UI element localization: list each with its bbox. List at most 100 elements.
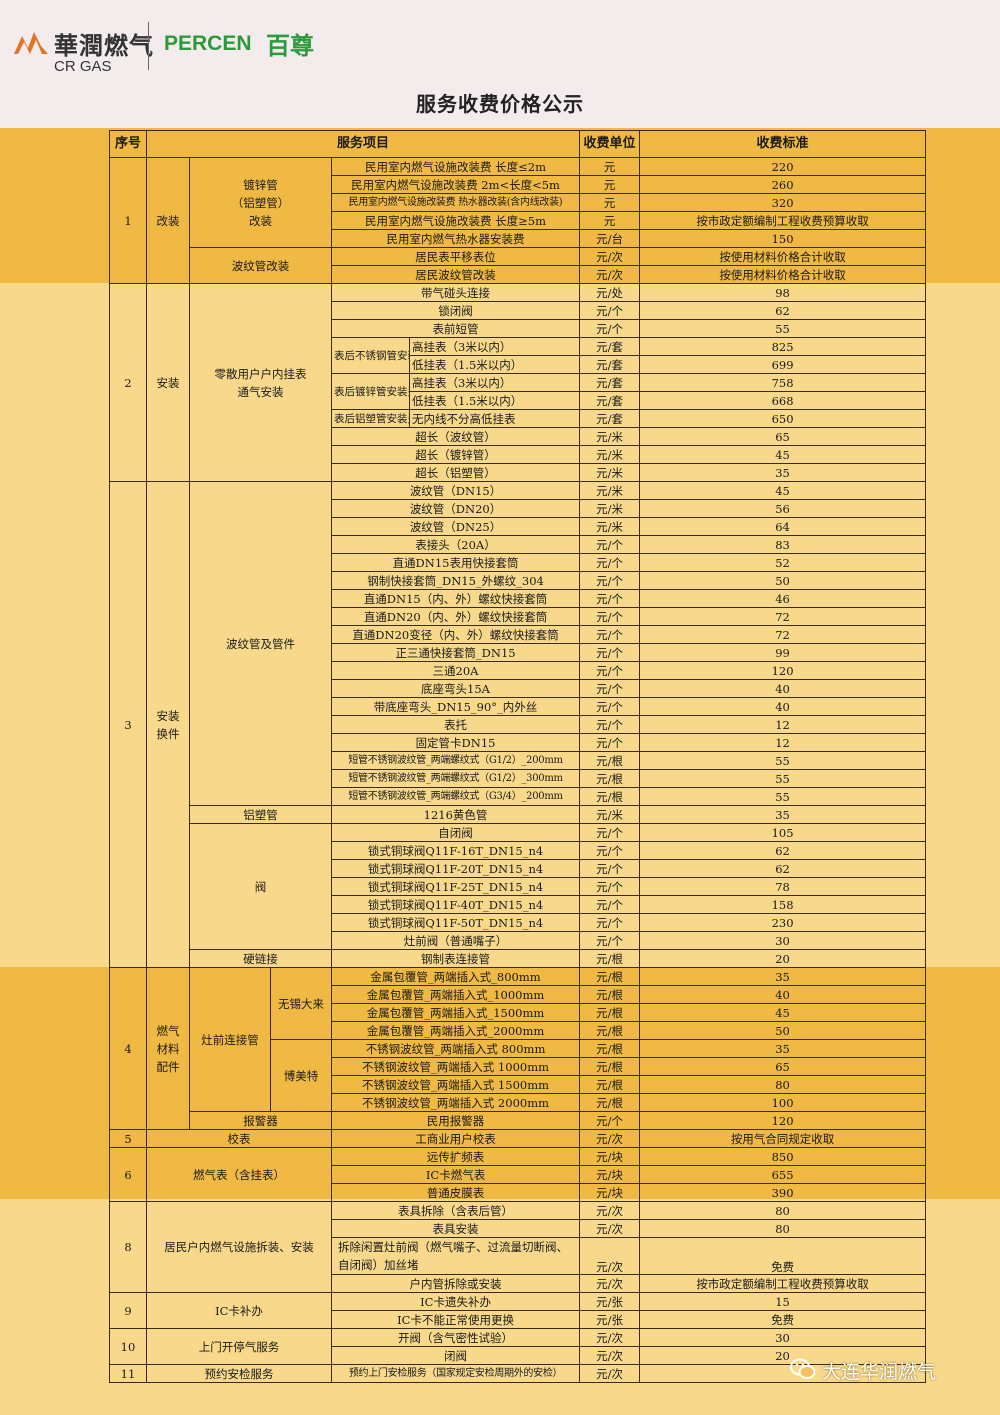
table-row: 硬链接 钢制表连接管 元/根 20	[110, 949, 927, 968]
unit-cell: 元/次	[579, 1201, 641, 1220]
item-cell: 表具拆除（含表后管）	[330, 1201, 581, 1220]
brand-cell: 无锡大来	[270, 967, 332, 1040]
unit-cell: 元/次	[579, 247, 641, 266]
price-cell: 按市政定额编制工程收费预算收取	[639, 1274, 927, 1293]
table-row: 民用室内燃气设施改装费 2m<长度<5m 元 260	[110, 175, 927, 194]
item-cell: 工商业用户校表	[330, 1129, 581, 1148]
item-cell: 正三通快接套筒_DN15	[330, 643, 581, 662]
price-cell: 35	[639, 463, 927, 482]
unit-cell: 元/个	[579, 931, 641, 950]
price-cell: 120	[639, 1111, 927, 1130]
category-cell: 预约安检服务	[146, 1364, 332, 1383]
item-cell: 居民表平移表位	[330, 247, 581, 266]
header-standard: 收费标准	[639, 130, 927, 158]
table-row: 报警器 民用报警器 元/个 120	[110, 1111, 927, 1130]
unit-cell: 元/块	[579, 1183, 641, 1202]
unit-cell: 元/处	[579, 283, 641, 302]
price-cell: 45	[639, 481, 927, 500]
unit-cell: 元/个	[579, 625, 641, 644]
table-row: 3 安装 换件 波纹管及管件 波纹管（DN15） 元/米 45	[109, 481, 927, 968]
price-cell: 850	[639, 1147, 927, 1166]
item-cell: 民用室内燃气设施改装费 长度≤2m	[330, 157, 581, 176]
unit-cell: 元/次	[579, 1274, 641, 1293]
price-cell: 150	[639, 229, 927, 248]
category-cell: 改装	[146, 157, 190, 284]
item-cell: 表接头（20A）	[330, 535, 581, 554]
unit-cell: 元	[579, 157, 641, 176]
item-cell: 民用室内燃气热水器安装费	[330, 229, 581, 248]
table-row: 表托 元/个 12	[110, 715, 927, 734]
price-cell: 65	[639, 1057, 927, 1076]
table-row: 表后镀锌管安装费 高挂表（3米以内） 元/套 758	[110, 373, 927, 410]
item-cell: 开阀（含气密性试验）	[330, 1328, 581, 1347]
table-row: 1 改装 镀锌管 （铝塑管） 改装 民用室内燃气设施改装费 长度≤2m 元 22…	[109, 157, 927, 284]
seq-cell: 11	[109, 1364, 147, 1383]
subcategory-cell: 镀锌管 （铝塑管） 改装	[189, 157, 332, 248]
unit-cell: 元/根	[579, 949, 641, 968]
table-row: 2 安装 零散用户户内挂表 通气安装 带气碰头连接 元/处 98	[109, 283, 927, 482]
unit-cell: 元/个	[579, 733, 641, 752]
item-cell: 超长（镀锌管）	[330, 445, 581, 464]
price-cell: 260	[639, 175, 927, 194]
item-cell: 短管不锈钢波纹管_两端螺纹式（G1/2）_300mm	[330, 769, 581, 788]
price-cell: 46	[639, 589, 927, 608]
unit-cell: 元/根	[579, 985, 641, 1004]
price-cell: 35	[639, 805, 927, 824]
table-row: 锁式铜球阀Q11F-25T_DN15_n4 元/个 78	[110, 877, 927, 896]
unit-cell: 元/套	[579, 355, 641, 374]
price-cell: 45	[639, 445, 927, 464]
company-logo: 華潤燃气 CR GAS PERCEN 百尊	[14, 22, 314, 82]
item-cell: 不锈钢波纹管_两端插入式 1000mm	[330, 1057, 581, 1076]
price-cell	[639, 1364, 927, 1383]
price-cell: 699	[639, 355, 927, 374]
item-cell: 低挂表（1.5米以内）	[408, 355, 581, 374]
price-cell: 55	[639, 787, 927, 806]
item-cell: 表前短管	[330, 319, 581, 338]
subcategory-cell: 铝塑管	[189, 805, 332, 824]
table-row: 带底座弯头_DN15_90°_内外丝 元/个 40	[110, 697, 927, 716]
price-cell: 按使用材料价格合计收取	[639, 265, 927, 284]
seq-cell: 6	[109, 1147, 147, 1202]
table-row: 普通皮膜表 元/块 390	[110, 1183, 927, 1202]
unit-cell: 元/个	[579, 643, 641, 662]
table-row: 5 校表 工商业用户校表 元/次 按用气合同规定收取	[109, 1129, 927, 1148]
item-cell: 金属包覆管_两端插入式_1000mm	[330, 985, 581, 1004]
item-cell: 带底座弯头_DN15_90°_内外丝	[330, 697, 581, 716]
install-type-cell: 表后不锈钢管安装费	[331, 337, 410, 374]
unit-cell: 元	[579, 211, 641, 230]
item-cell: 锁式铜球阀Q11F-25T_DN15_n4	[330, 877, 581, 896]
subcategory-cell: 硬链接	[189, 949, 332, 968]
unit-cell: 元/根	[579, 1039, 641, 1058]
item-cell: 锁式铜球阀Q11F-50T_DN15_n4	[330, 913, 581, 932]
unit-cell: 元/个	[579, 913, 641, 932]
price-cell: 825	[639, 337, 927, 356]
item-cell: 钢制表连接管	[330, 949, 581, 968]
unit-cell: 元	[579, 193, 641, 212]
unit-cell: 元/个	[579, 607, 641, 626]
price-cell: 40	[639, 679, 927, 698]
price-cell: 120	[639, 661, 927, 680]
unit-cell: 元/台	[579, 229, 641, 248]
item-cell: 民用室内燃气设施改装费 热水器改装(含内线改装)	[330, 193, 581, 212]
unit-cell: 元/次	[579, 1219, 641, 1238]
item-cell: 钢制快接套筒_DN15_外螺纹_304	[330, 571, 581, 590]
fee-table: 序号 服务项目 收费单位 收费标准 1 改装 镀锌管 （铝塑管） 改装 民用室内…	[109, 130, 927, 1383]
page-title: 服务收费价格公示	[416, 92, 584, 116]
item-cell: 民用报警器	[330, 1111, 581, 1130]
price-cell: 30	[639, 1328, 927, 1347]
category-cell: 燃气 材料 配件	[146, 967, 190, 1130]
unit-cell: 元/个	[579, 535, 641, 554]
unit-cell: 元/个	[579, 859, 641, 878]
price-cell: 158	[639, 895, 927, 914]
item-cell: 短管不锈钢波纹管_两端螺纹式（G3/4）_200mm	[330, 787, 581, 806]
cr-gas-logo-icon	[14, 32, 48, 54]
logo-company-cn: 華潤燃气	[54, 31, 154, 60]
subcategory-cell: 零散用户户内挂表 通气安装	[189, 283, 332, 482]
unit-cell: 元/根	[579, 769, 641, 788]
table-row: 直通DN20（内、外）螺纹快接套筒 元/个 72	[110, 607, 927, 626]
price-cell: 52	[639, 553, 927, 572]
item-cell: 民用室内燃气设施改装费 长度≥5m	[330, 211, 581, 230]
table-row: 金属包覆管_两端插入式_1000mm 元/根 40	[110, 985, 927, 1004]
unit-cell: 元/米	[579, 481, 641, 500]
table-row: 表后不锈钢管安装费 高挂表（3米以内） 元/套 825	[110, 337, 927, 374]
